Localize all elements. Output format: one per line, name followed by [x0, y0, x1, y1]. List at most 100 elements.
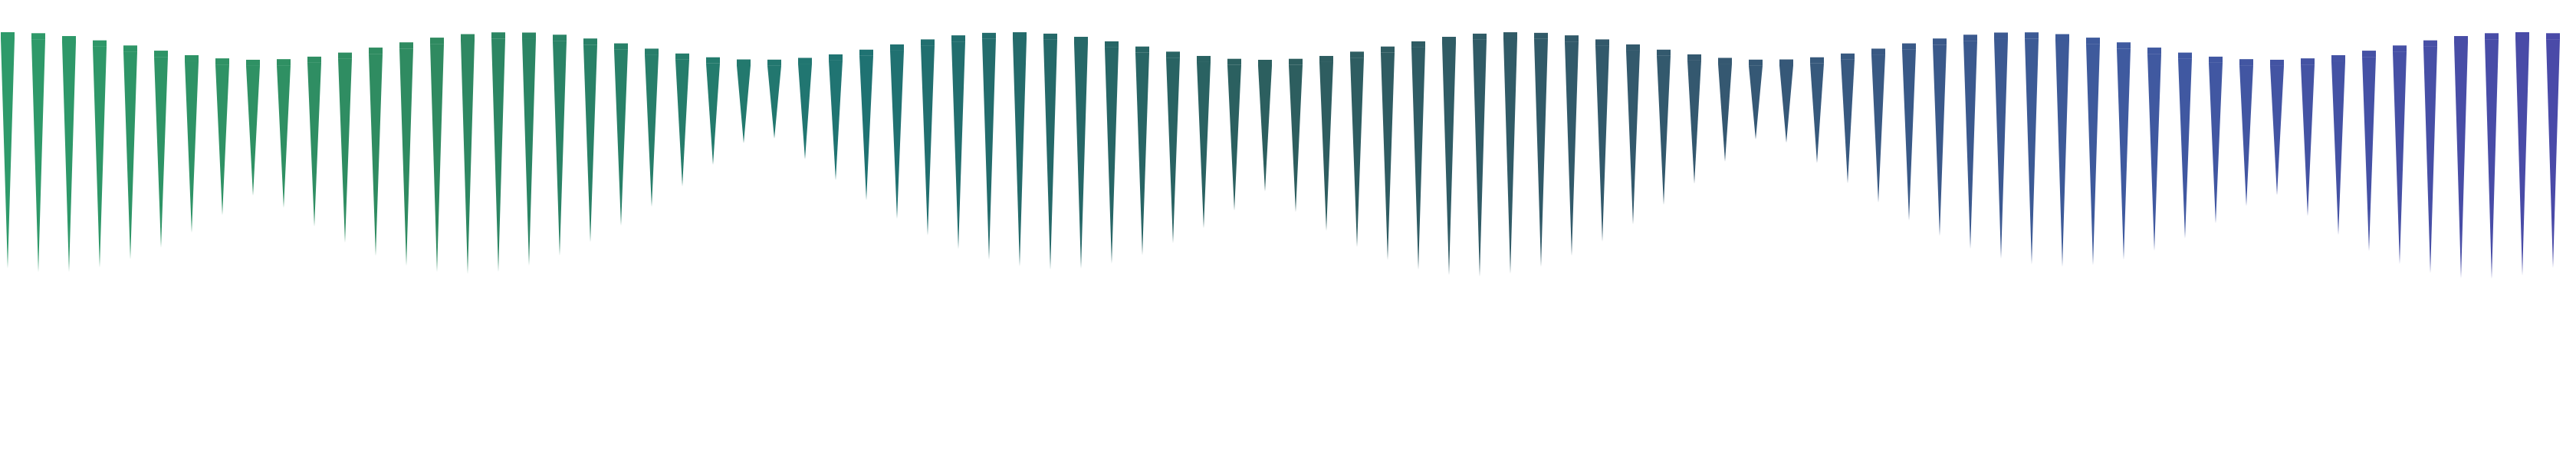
spike-cap: [277, 59, 291, 66]
spike: [1350, 58, 1364, 248]
spike-cap: [154, 51, 168, 58]
spike-cap: [1933, 38, 1947, 45]
spike-cap: [1227, 58, 1241, 65]
spike-cap: [1718, 58, 1732, 64]
spike: [307, 62, 321, 227]
spike: [1841, 59, 1855, 183]
spike: [1810, 63, 1824, 163]
spike-cap: [1166, 51, 1180, 58]
spike-cap: [1657, 49, 1671, 56]
spike-cap: [829, 54, 843, 61]
spike: [123, 51, 137, 260]
spike-cap: [1473, 33, 1487, 40]
spike-cap: [2454, 36, 2468, 43]
spike-cap: [951, 35, 965, 42]
spike: [2055, 40, 2069, 267]
spike-cap: [1534, 32, 1548, 39]
spike-cap: [2546, 33, 2560, 40]
spike: [430, 44, 444, 272]
spike: [1902, 49, 1916, 221]
spike: [461, 40, 475, 274]
spike-cap: [2485, 33, 2499, 40]
spike: [215, 64, 229, 215]
spike-cap: [2025, 32, 2039, 39]
spike: [154, 57, 168, 248]
spike: [2239, 65, 2253, 206]
spike: [1657, 55, 1671, 205]
spike-cap: [675, 53, 689, 60]
spike: [2209, 62, 2223, 224]
spike: [1565, 41, 1579, 256]
spike-cap: [2331, 54, 2345, 61]
spike-cap: [982, 32, 996, 39]
spike-cap: [1013, 32, 1027, 39]
spike: [369, 54, 383, 256]
spike-cap: [706, 57, 720, 64]
spike-cap: [2301, 58, 2315, 65]
spike: [1258, 66, 1272, 192]
spike: [246, 65, 260, 196]
spike: [2423, 46, 2437, 274]
spike: [859, 55, 873, 201]
spike: [1963, 41, 1977, 249]
spike: [1289, 64, 1303, 212]
spike: [1871, 54, 1885, 203]
spike-cap: [1289, 58, 1303, 65]
spike: [614, 49, 628, 226]
spike: [1534, 38, 1548, 267]
spike-cap: [1871, 48, 1885, 55]
spike-cap: [2515, 32, 2529, 38]
spike: [1105, 47, 1119, 264]
spike-cap: [2055, 34, 2069, 41]
spike-cap: [1197, 55, 1211, 62]
spike: [1473, 39, 1487, 277]
spike-cap: [1442, 37, 1456, 44]
spike: [1411, 47, 1425, 270]
spike-cap: [2117, 42, 2131, 49]
spike-cap: [1350, 51, 1364, 58]
spike-cap: [737, 59, 751, 66]
spike-cap: [1074, 37, 1088, 44]
spike-cap: [1, 32, 15, 38]
spike-cap: [583, 38, 597, 45]
spike-cap: [1779, 59, 1793, 66]
spike: [31, 39, 45, 272]
spike: [951, 41, 965, 249]
spike: [1626, 50, 1640, 225]
spike: [1503, 38, 1517, 274]
spike-cap: [307, 56, 321, 63]
spike: [277, 65, 291, 209]
spike: [1718, 64, 1732, 162]
spike-cap: [1687, 54, 1701, 61]
spike: [93, 46, 107, 268]
spike-cap: [338, 52, 352, 59]
spike: [2362, 57, 2376, 251]
spike-cap: [2270, 59, 2284, 66]
spike-cap: [1595, 39, 1609, 46]
spike-cap: [1902, 43, 1916, 50]
spike: [1994, 38, 2008, 259]
spike: [675, 59, 689, 187]
spike-cap: [1994, 32, 2008, 39]
spike: [2147, 54, 2161, 251]
spike: [2515, 38, 2529, 276]
spike-cap: [522, 32, 536, 39]
spike-cap: [614, 43, 628, 50]
spike-cap: [645, 48, 659, 55]
spike: [1319, 61, 1333, 231]
spike-cap: [31, 33, 45, 40]
spike: [2117, 48, 2131, 260]
spike-cap: [1135, 46, 1149, 53]
spike-cap: [890, 44, 904, 51]
spike: [1074, 43, 1088, 269]
spike-cap: [2362, 51, 2376, 58]
spike-cap: [1841, 53, 1855, 60]
spike: [2270, 65, 2284, 196]
spike-cap: [1381, 46, 1395, 53]
spike: [1197, 61, 1211, 228]
spike-cap: [1963, 34, 1977, 41]
spike-cap: [461, 34, 475, 41]
spike-cap: [2178, 52, 2192, 59]
spike: [2393, 51, 2407, 264]
spike-cap: [2209, 56, 2223, 63]
